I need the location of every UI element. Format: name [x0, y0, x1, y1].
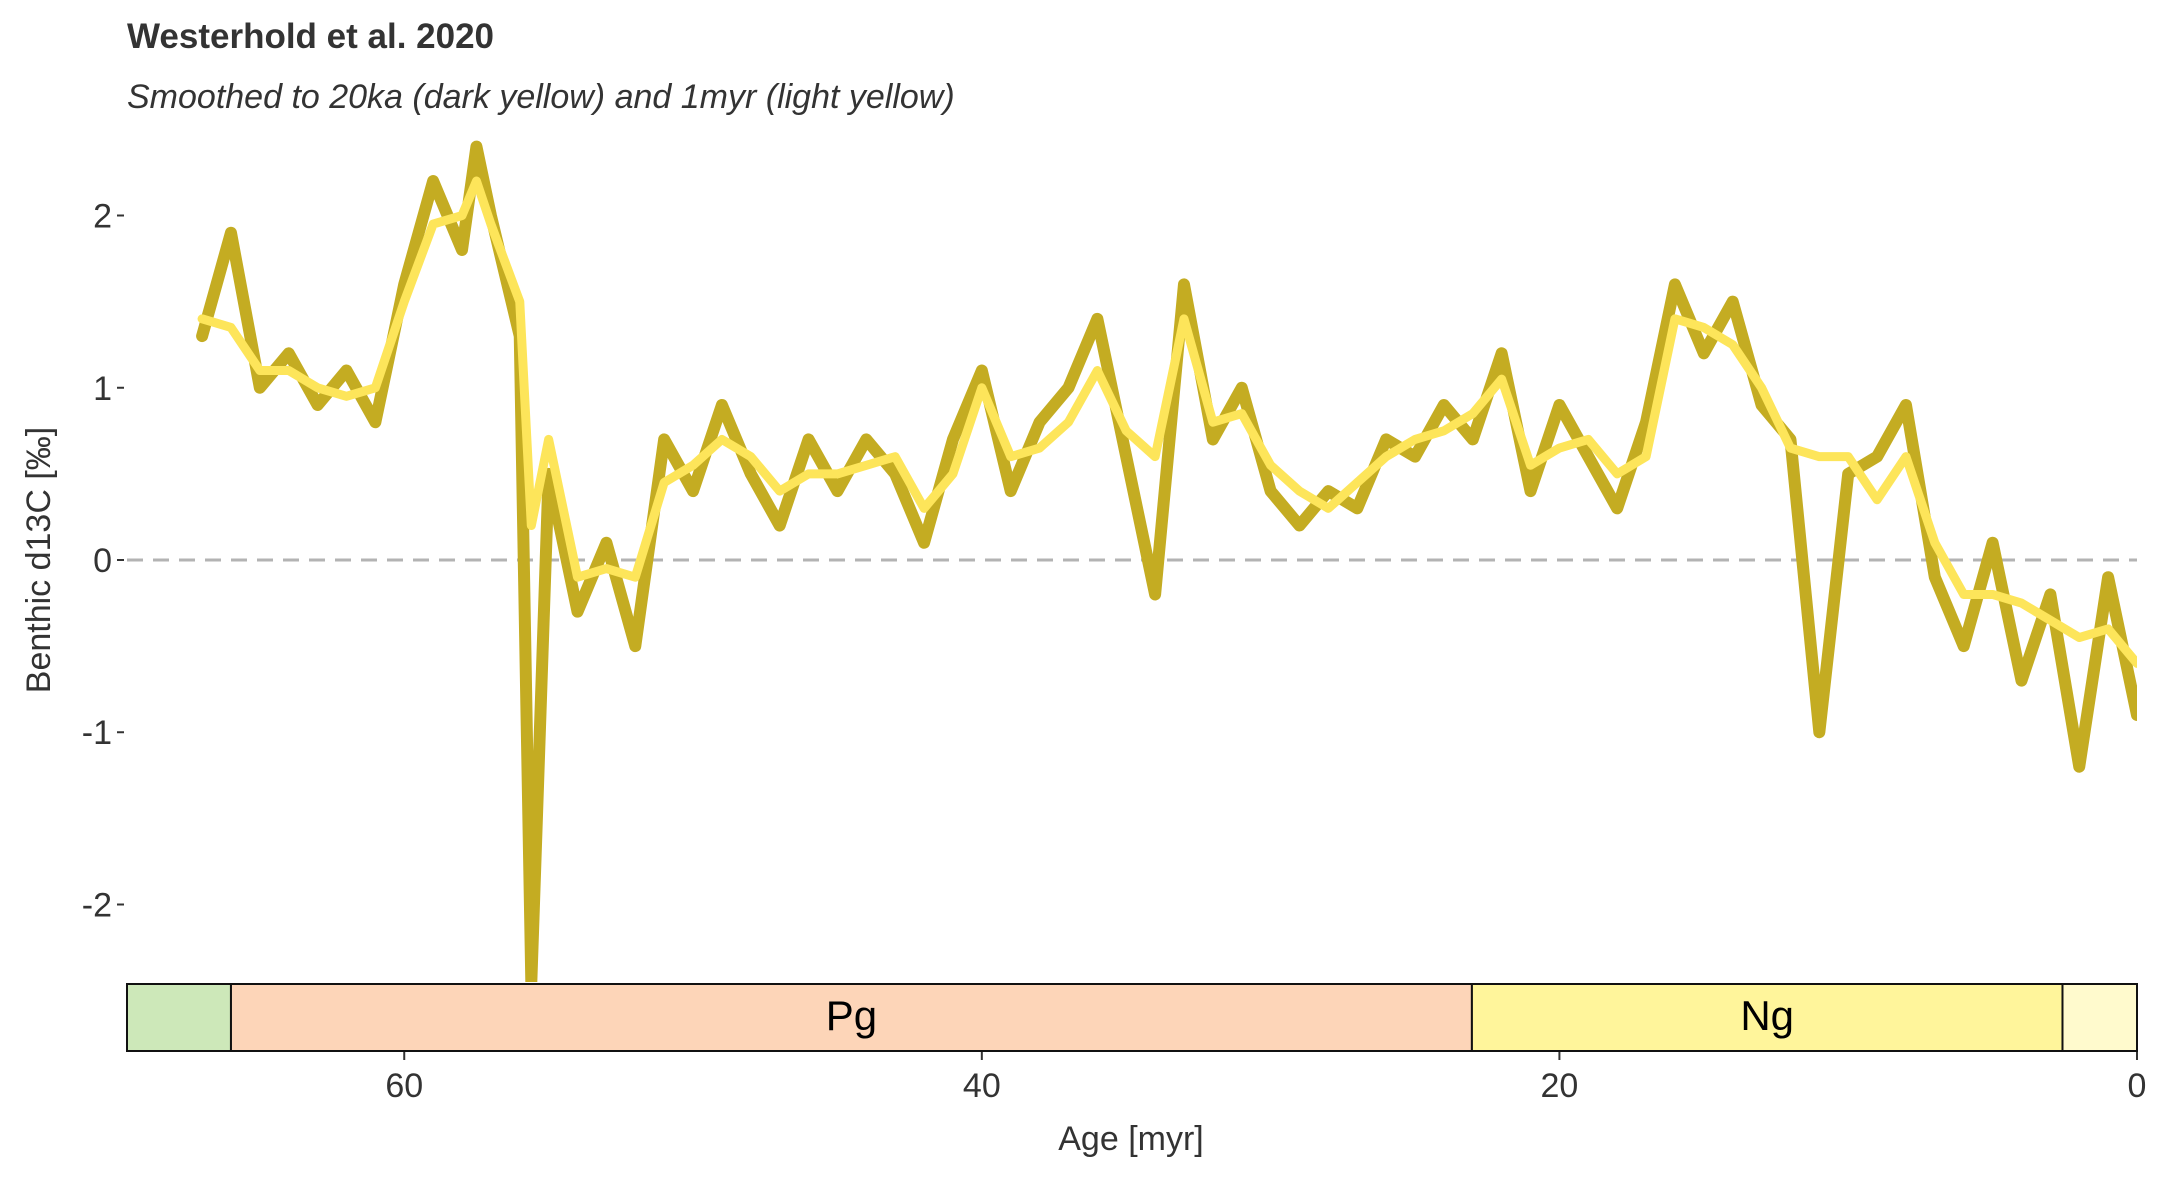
timescale-label: Pg — [826, 992, 877, 1039]
plot-area — [196, 140, 2137, 982]
series-line — [197, 176, 2137, 668]
timescale-label: Ng — [1740, 992, 1794, 1039]
chart-subtitle: Smoothed to 20ka (dark yellow) and 1myr … — [127, 78, 955, 116]
chart-title: Westerhold et al. 2020 — [127, 17, 494, 56]
timescale-interval — [2061, 983, 2139, 1052]
x-tick-label: 20 — [1540, 1067, 1578, 1105]
timescale-interval — [126, 983, 232, 1052]
x-tick-label: 40 — [963, 1067, 1001, 1105]
y-tick-label: 2 — [93, 198, 112, 236]
y-tick-label: -1 — [82, 714, 112, 752]
y-axis-title: Benthic d13C [‰] — [20, 427, 58, 693]
series-line — [196, 140, 2137, 982]
y-tick-label: 0 — [93, 542, 112, 580]
y-tick-label: -2 — [82, 886, 112, 924]
y-tick-label: 1 — [93, 370, 112, 408]
x-tick-label: 60 — [385, 1067, 423, 1105]
x-axis-title: Age [myr] — [1058, 1120, 1203, 1158]
x-tick-label: 0 — [2128, 1067, 2147, 1105]
